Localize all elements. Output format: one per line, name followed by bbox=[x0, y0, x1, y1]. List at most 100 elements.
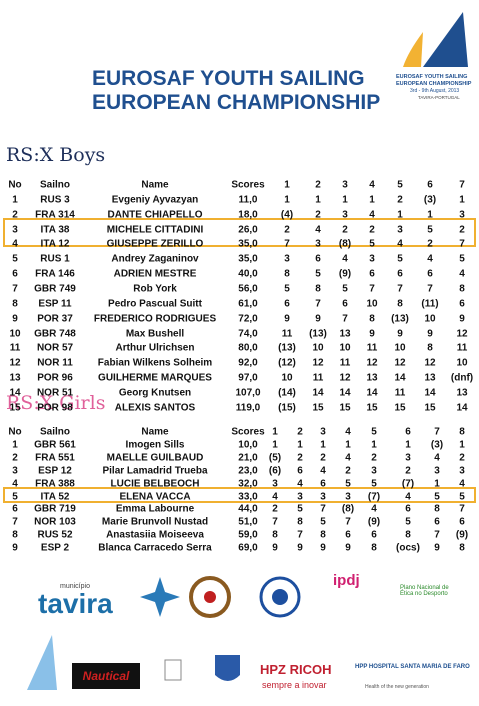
table-cell: GBR 561 bbox=[34, 439, 76, 451]
table-cell: 8 bbox=[371, 542, 377, 554]
table-cell: 8 bbox=[434, 503, 440, 515]
table-cell: 14 bbox=[366, 387, 378, 399]
table-cell: 2 bbox=[459, 452, 465, 464]
table-cell: ESP 12 bbox=[38, 465, 72, 477]
table-cell: 6 bbox=[369, 268, 375, 280]
table-cell: 6 bbox=[342, 298, 348, 310]
column-header: 2 bbox=[297, 426, 303, 438]
column-header: Name bbox=[141, 426, 169, 438]
table-cell: 3 bbox=[320, 491, 326, 502]
column-header: 4 bbox=[345, 426, 351, 438]
table-cell: Rob York bbox=[133, 283, 177, 295]
table-cell: GBR 749 bbox=[34, 283, 76, 295]
table-cell: 1 bbox=[371, 439, 377, 451]
table-cell: (13) bbox=[391, 313, 409, 325]
table-cell: (13) bbox=[278, 342, 296, 354]
table-cell: ITA 52 bbox=[40, 491, 70, 502]
table-cell: (8) bbox=[338, 238, 352, 250]
table-cell: 7 bbox=[459, 238, 465, 250]
table-cell: 107,0 bbox=[235, 387, 261, 399]
table-cell: 2 bbox=[315, 209, 321, 221]
table-cell: 1 bbox=[342, 194, 348, 206]
table-cell: (7) bbox=[401, 478, 415, 490]
table-cell: 9 bbox=[12, 542, 18, 554]
column-header: 3 bbox=[342, 179, 348, 191]
table-cell: FRA 551 bbox=[35, 452, 75, 464]
table-cell: 3 bbox=[397, 224, 403, 236]
table-cell: 13 bbox=[366, 372, 378, 384]
column-header: No bbox=[8, 179, 22, 191]
table-cell: 1 bbox=[315, 194, 321, 206]
table-cell: Anastasiia Moiseeva bbox=[106, 529, 204, 541]
table-cell: ADRIEN MESTRE bbox=[113, 268, 197, 280]
table-cell: 9 bbox=[315, 313, 321, 325]
table-cell: 9 bbox=[272, 542, 278, 554]
table-cell: 11 bbox=[339, 357, 351, 369]
table-cell: 69,0 bbox=[238, 542, 258, 554]
column-header: 3 bbox=[320, 426, 326, 438]
table-cell: 3 bbox=[284, 253, 290, 265]
table-cell: Andrey Zaganinov bbox=[111, 253, 199, 265]
table-cell: GUILHERME MARQUES bbox=[98, 372, 212, 384]
table-cell: ESP 2 bbox=[40, 542, 70, 554]
column-header: Sailno bbox=[39, 179, 71, 191]
table-cell: 2 bbox=[397, 194, 403, 206]
table-cell: 2 bbox=[320, 452, 326, 464]
table-cell: 6 bbox=[405, 503, 411, 515]
table-cell: 5 bbox=[427, 224, 433, 236]
table-cell: 44,0 bbox=[238, 503, 258, 515]
table-cell: 7 bbox=[459, 503, 465, 515]
tavira-small: município bbox=[60, 583, 90, 590]
column-header: 6 bbox=[405, 426, 411, 438]
table-cell: 5 bbox=[12, 491, 18, 502]
table-cell: 6 bbox=[371, 529, 377, 541]
table-cell: (15) bbox=[278, 402, 296, 414]
table-cell: 5 bbox=[371, 478, 377, 490]
table-cell: 7 bbox=[345, 516, 351, 528]
table-cell: 5 bbox=[459, 253, 465, 265]
table-cell: 14 bbox=[456, 402, 468, 414]
table-cell: 14 bbox=[394, 372, 406, 384]
nautical-logo: Nautical bbox=[72, 663, 140, 689]
logo-sail bbox=[403, 12, 468, 67]
table-cell: 5 bbox=[369, 238, 375, 250]
table-cell: 21,0 bbox=[238, 452, 258, 464]
table-cell: ITA 12 bbox=[40, 238, 70, 250]
column-header: Scores bbox=[231, 426, 265, 438]
table-cell: 7 bbox=[397, 283, 403, 295]
table-cell: 74,0 bbox=[238, 328, 258, 339]
table-cell: 9 bbox=[434, 542, 440, 554]
table-cell: 3 bbox=[315, 238, 321, 250]
table-cell: 5 bbox=[434, 491, 440, 502]
table-cell: 13 bbox=[456, 387, 468, 399]
table-cell: 6 bbox=[12, 268, 18, 280]
table-cell: LUCIE BELBEOCH bbox=[110, 478, 200, 490]
table-cell: 6 bbox=[315, 253, 321, 265]
table-cell: 1 bbox=[320, 439, 326, 451]
table-cell: 8 bbox=[369, 313, 375, 325]
table-cell: Fabian Wilkens Solheim bbox=[97, 357, 213, 369]
table-cell: 40,0 bbox=[238, 268, 258, 280]
hpp-slogan: Health of the new generation bbox=[365, 684, 429, 690]
table-cell: 2 bbox=[459, 224, 465, 236]
table-cell: 2 bbox=[284, 224, 290, 236]
table-cell: GBR 748 bbox=[34, 328, 76, 339]
table-cell: 9 bbox=[427, 328, 433, 339]
table-cell: 7 bbox=[434, 529, 440, 541]
table-cell: 1 bbox=[272, 439, 278, 451]
table-cell: (7) bbox=[367, 491, 381, 502]
table-cell: 3 bbox=[371, 465, 377, 477]
table-cell: 5 bbox=[320, 516, 326, 528]
column-header: 1 bbox=[284, 179, 290, 191]
table-cell: 2 bbox=[12, 209, 18, 221]
table-cell: (dnf) bbox=[450, 372, 474, 384]
table-cell: 14 bbox=[312, 387, 324, 399]
table-cell: 3 bbox=[342, 209, 348, 221]
table-cell: 14 bbox=[424, 387, 436, 399]
logo-place: TAVIRA-PORTUGAL bbox=[418, 95, 460, 100]
table-cell: 15 bbox=[394, 402, 406, 414]
table-cell: 15 bbox=[312, 402, 324, 414]
table-cell: 14 bbox=[9, 387, 21, 399]
table-cell: 8 bbox=[12, 529, 18, 541]
table-cell: GIUSEPPE ZERILLO bbox=[106, 238, 204, 250]
